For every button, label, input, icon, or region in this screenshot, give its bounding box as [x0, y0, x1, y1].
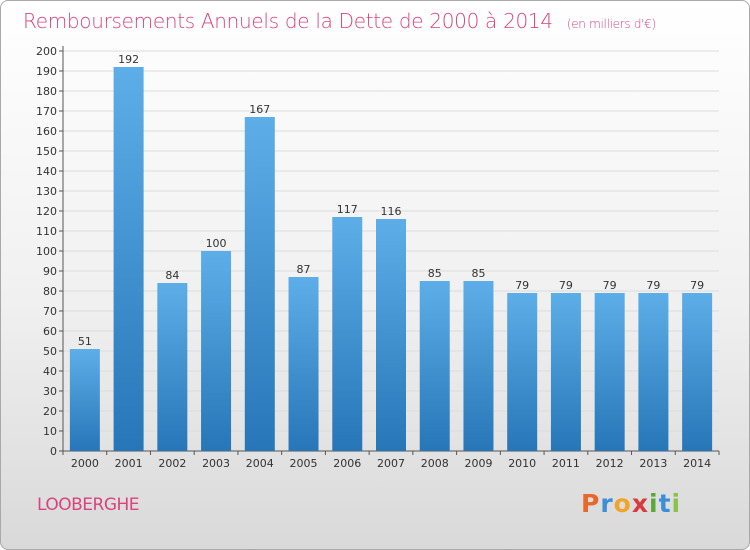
x-tick-label: 2011 [552, 457, 580, 470]
y-tick-label: 130 [36, 185, 57, 198]
bar [332, 217, 363, 451]
x-tick-label: 2003 [202, 457, 230, 470]
logo-letter: x [631, 489, 649, 518]
logo-letter: t [658, 489, 672, 518]
chart-unit: (en milliers d'€) [566, 17, 656, 31]
y-tick-label: 110 [36, 225, 57, 238]
y-tick-label: 70 [43, 305, 57, 318]
y-tick-label: 180 [36, 85, 57, 98]
logo-letter: i [649, 489, 659, 518]
bar [419, 281, 450, 451]
x-axis-ticks: 2000 2001 2002 2003 2004 2005 2006 2007 2008 2009… [62, 451, 720, 470]
data-label: 117 [337, 203, 358, 216]
data-label: 167 [249, 103, 270, 116]
bar [69, 349, 100, 451]
bar [157, 283, 188, 451]
bar [507, 293, 538, 451]
y-tick-label: 60 [43, 325, 57, 338]
logo-letter: i [671, 489, 682, 518]
data-label: 85 [428, 267, 442, 280]
bar [550, 293, 581, 451]
y-tick-label: 0 [50, 445, 57, 458]
x-tick-label: 2009 [464, 457, 492, 470]
data-label: 100 [206, 237, 227, 250]
y-tick-label: 160 [36, 125, 57, 138]
data-label: 85 [471, 267, 485, 280]
proxiti-logo: Proxiti [581, 489, 681, 518]
y-tick-label: 40 [43, 365, 57, 378]
y-tick-label: 50 [43, 345, 57, 358]
bars [69, 67, 713, 451]
y-tick-label: 80 [43, 285, 57, 298]
bar [594, 293, 625, 451]
x-tick-label: 2014 [683, 457, 711, 470]
bar [682, 293, 713, 451]
data-label: 51 [78, 335, 92, 348]
x-tick-label: 2007 [377, 457, 405, 470]
data-label: 87 [297, 263, 311, 276]
data-label: 116 [381, 205, 402, 218]
bar [113, 67, 144, 451]
data-label: 84 [165, 269, 179, 282]
y-tick-label: 30 [43, 385, 57, 398]
bar [638, 293, 669, 451]
y-tick-label: 150 [36, 145, 57, 158]
y-tick-label: 140 [36, 165, 57, 178]
x-tick-label: 2004 [246, 457, 274, 470]
y-tick-label: 10 [43, 425, 57, 438]
y-tick-label: 100 [36, 245, 57, 258]
bar [376, 219, 406, 451]
x-tick-label: 2006 [333, 457, 361, 470]
y-tick-label: 190 [36, 65, 57, 78]
y-tick-label: 170 [36, 105, 57, 118]
data-label: 79 [559, 279, 573, 292]
logo-letter: r [600, 489, 614, 518]
data-label: 79 [646, 279, 660, 292]
chart-title: Remboursements Annuels de la Dette de 20… [23, 9, 656, 33]
bar [463, 281, 494, 451]
y-tick-label: 120 [36, 205, 57, 218]
chart-title-text: Remboursements Annuels de la Dette de 20… [23, 9, 553, 33]
y-tick-label: 90 [43, 265, 57, 278]
data-label: 79 [603, 279, 617, 292]
y-tick-label: 200 [36, 45, 57, 58]
data-label: 79 [690, 279, 704, 292]
y-tick-label: 20 [43, 405, 57, 418]
x-tick-label: 2010 [508, 457, 536, 470]
x-tick-label: 2002 [158, 457, 186, 470]
logo-letter: P [581, 489, 601, 518]
bar [201, 251, 232, 451]
data-label: 79 [515, 279, 529, 292]
logo-letter: o [613, 489, 632, 518]
data-labels: 51 192 84 100 167 87 117 116 85 85 79 79 79 79 79 [78, 53, 704, 348]
x-tick-label: 2012 [596, 457, 624, 470]
data-label: 192 [118, 53, 139, 66]
bar [244, 117, 275, 451]
x-tick-label: 2005 [290, 457, 318, 470]
x-tick-label: 2013 [639, 457, 667, 470]
x-tick-label: 2001 [115, 457, 143, 470]
x-tick-label: 2008 [421, 457, 449, 470]
commune-name: LOOBERGHE [37, 495, 140, 515]
x-tick-label: 2000 [71, 457, 99, 470]
bar [288, 277, 319, 451]
y-axis-ticks: 0 10 20 30 40 50 60 70 80 90 100 110 120 130 140 150 160… [36, 45, 63, 458]
